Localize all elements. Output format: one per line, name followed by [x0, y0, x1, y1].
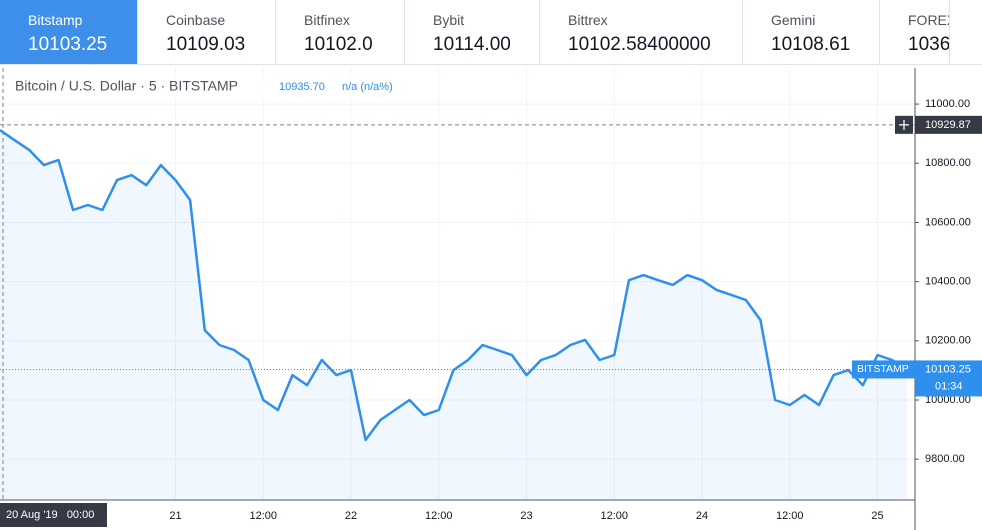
y-tick-label: 10200.00: [925, 335, 971, 347]
last-price-label: 10103.25: [925, 363, 971, 375]
x-tick-label: 22: [345, 510, 357, 522]
exchange-price: 10102.58400000: [568, 34, 711, 55]
series-line: [0, 129, 908, 442]
chart-title: Bitcoin / U.S. Dollar · 5 · BITSTAMP: [15, 78, 238, 94]
exchange-name: Bittrex: [568, 12, 608, 28]
exchange-tab[interactable]: Gemini 10108.61: [743, 0, 880, 64]
exchange-tab[interactable]: Coinbase 10109.03: [138, 0, 276, 64]
exchange-name: Bybit: [433, 12, 465, 28]
y-tick-label: 11000.00: [925, 98, 970, 110]
x-tick-label: 12:00: [776, 510, 804, 522]
countdown: 01:34: [935, 380, 963, 392]
x-tick-label: 21: [169, 510, 181, 522]
x-tick-label: 12:00: [425, 510, 453, 522]
exchange-price: 10109.03: [166, 34, 246, 55]
x-tick-label: 23: [520, 510, 532, 522]
y-tick-label: 10600.00: [925, 216, 971, 228]
exchange-name: Gemini: [771, 12, 816, 28]
legend-change: n/a (n/a%): [342, 81, 393, 93]
series-name-box: [852, 360, 915, 379]
legend-bg: [8, 74, 413, 98]
crosshair-price-box: [915, 115, 982, 134]
x-tick-label: 25: [871, 510, 883, 522]
exchange-tab[interactable]: Bitstamp 10103.25: [0, 0, 138, 64]
x-tick-label: 12:00: [600, 510, 628, 522]
exchange-name: Coinbase: [166, 12, 226, 28]
exchange-tabs: Bitstamp 10103.25 Coinbase 10109.03 Bitfinex…: [0, 0, 982, 65]
y-tick-label: 9800.00: [925, 453, 965, 465]
exchange-price: 1036: [908, 34, 950, 55]
x-tick-label: 12:00: [249, 510, 277, 522]
exchange-tab[interactable]: Bybit 10114.00: [405, 0, 540, 64]
exchange-name: Bitstamp: [28, 12, 83, 28]
crosshair-plus: [899, 119, 909, 130]
last-price-box: [915, 360, 982, 397]
exchange-tab[interactable]: Bitfinex 10102.0: [276, 0, 405, 64]
exchange-tab[interactable]: FOREX 1036: [880, 0, 950, 64]
crosshair-price: 10929.87: [925, 119, 971, 131]
x-tick-label: 24: [696, 510, 708, 522]
y-tick-label: 10000.00: [925, 394, 971, 406]
series-area: [0, 130, 907, 500]
exchange-price: 10102.0: [304, 34, 373, 55]
axis-bg: [915, 68, 982, 530]
exchange-price: 10114.00: [433, 34, 511, 55]
crosshair-time-box: [0, 503, 107, 527]
exchange-price: 10108.61: [771, 34, 851, 55]
crosshair-time: 20 Aug '19 00:00: [6, 509, 94, 521]
legend-price: 10935.70: [279, 81, 325, 93]
exchange-tab[interactable]: Bittrex 10102.58400000: [540, 0, 743, 64]
exchange-price: 10103.25: [28, 34, 108, 55]
series-name: BITSTAMP: [857, 363, 909, 375]
exchange-name: Bitfinex: [304, 12, 350, 28]
exchange-name: FOREX: [908, 12, 949, 28]
y-tick-label: 10400.00: [925, 276, 971, 288]
y-tick-label: 10800.00: [925, 157, 971, 169]
